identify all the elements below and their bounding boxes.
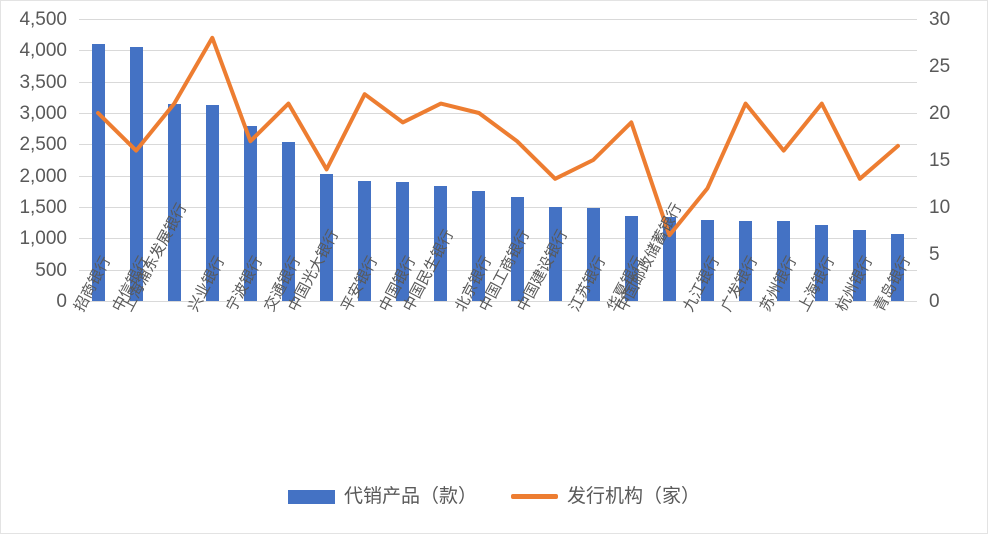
bar — [396, 181, 410, 301]
y-axis-left-tick: 0 — [56, 291, 67, 312]
y-axis-right-tick: 5 — [929, 244, 940, 265]
y-axis-right-tick: 10 — [929, 197, 951, 218]
y-axis-right-tick: 15 — [929, 150, 951, 171]
chart-legend: 代销产品（款） 发行机构（家） — [1, 487, 987, 506]
bar — [434, 185, 448, 301]
y-axis-right-tick: 25 — [929, 56, 951, 77]
legend-label: 发行机构（家） — [567, 486, 701, 507]
gridline — [79, 144, 917, 146]
y-axis-left-tick: 3,000 — [19, 103, 67, 124]
bar — [205, 105, 219, 301]
legend-entry[interactable]: 代销产品（款） — [287, 486, 477, 507]
gridline — [79, 50, 917, 52]
gridline — [79, 207, 917, 208]
bar — [662, 217, 676, 301]
bar — [891, 233, 905, 301]
y-axis-left-tick: 4,500 — [19, 9, 67, 30]
chart-gridlines — [79, 19, 917, 302]
bar — [243, 126, 257, 301]
bar — [91, 44, 105, 301]
gridline — [79, 113, 917, 114]
bar — [624, 216, 638, 301]
y-axis-left-tick: 2,500 — [19, 134, 67, 156]
bar — [739, 221, 753, 301]
bar-series — [79, 19, 917, 301]
y-axis-right-tick: 20 — [929, 103, 951, 124]
bar — [358, 180, 372, 301]
y-axis-left-tick: 1,000 — [19, 228, 67, 250]
bar — [815, 225, 829, 301]
bar — [320, 173, 334, 301]
y-axis-left-tick: 1,500 — [19, 197, 67, 218]
legend-label: 代销产品（款） — [343, 486, 477, 507]
bar — [777, 221, 791, 301]
gridline — [79, 301, 917, 302]
bar — [586, 207, 600, 301]
bar — [472, 191, 486, 301]
bar — [510, 196, 524, 301]
y-axis-left-tick: 500 — [35, 259, 67, 281]
gridline — [79, 19, 917, 20]
bar — [129, 47, 143, 301]
line-path — [96, 35, 900, 238]
y-axis-right-tick: 30 — [929, 9, 951, 30]
legend-entry[interactable]: 发行机构（家） — [511, 487, 700, 506]
y-axis-left-tick: 3,500 — [19, 71, 67, 93]
legend-line-swatch-icon — [511, 494, 558, 499]
bar — [282, 141, 295, 301]
gridline — [79, 238, 917, 240]
gridline — [79, 175, 917, 177]
y-axis-left-tick: 2,000 — [19, 165, 67, 187]
y-axis-right-tick: 0 — [929, 291, 940, 312]
gridline — [79, 81, 917, 83]
y-axis-left-tick: 4,000 — [19, 40, 67, 62]
line-series — [96, 35, 900, 238]
bar — [853, 230, 867, 301]
legend-bar-swatch-icon — [287, 489, 335, 504]
gridline — [79, 269, 917, 271]
bar — [701, 219, 714, 301]
bar — [167, 103, 181, 301]
bar — [548, 207, 562, 301]
